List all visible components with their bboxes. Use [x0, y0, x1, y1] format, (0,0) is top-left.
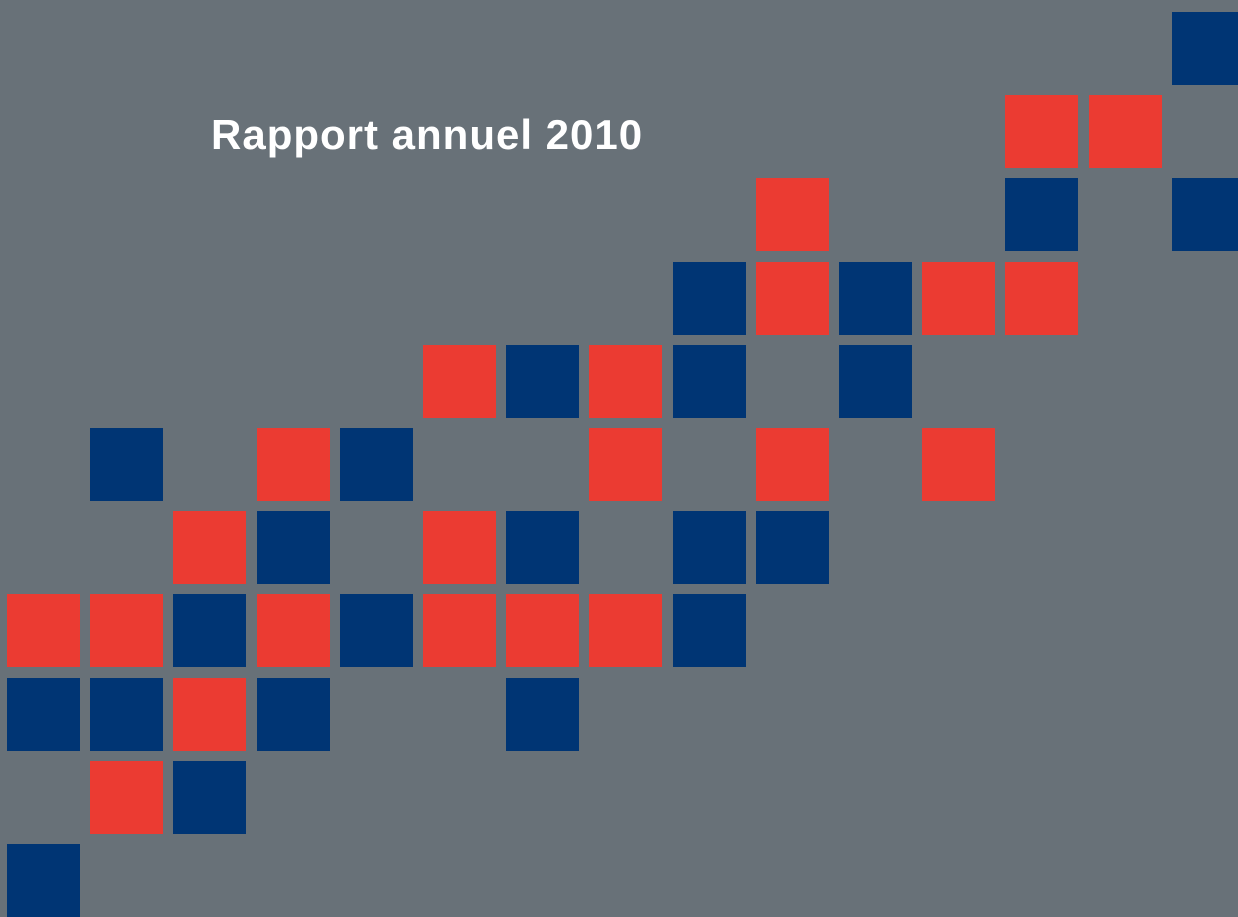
blue-square	[673, 262, 746, 335]
blue-square	[839, 345, 912, 418]
red-square	[7, 594, 80, 667]
red-square	[257, 428, 330, 501]
red-square	[756, 262, 829, 335]
red-square	[423, 345, 496, 418]
red-square	[756, 428, 829, 501]
red-square	[173, 511, 246, 584]
blue-square	[756, 511, 829, 584]
report-title: Rapport annuel 2010	[211, 111, 644, 158]
blue-square	[839, 262, 912, 335]
blue-square	[90, 428, 163, 501]
red-square	[173, 678, 246, 751]
blue-square	[673, 594, 746, 667]
blue-square	[506, 678, 579, 751]
red-square	[922, 428, 995, 501]
blue-square	[1172, 178, 1238, 251]
blue-square	[506, 511, 579, 584]
blue-square	[1172, 12, 1238, 85]
red-square	[756, 178, 829, 251]
blue-square	[7, 844, 80, 917]
blue-square	[340, 428, 413, 501]
blue-square	[257, 678, 330, 751]
red-square	[589, 428, 662, 501]
red-square	[922, 262, 995, 335]
blue-square	[173, 761, 246, 834]
blue-square	[673, 345, 746, 418]
red-square	[1005, 262, 1078, 335]
blue-square	[7, 678, 80, 751]
blue-square	[340, 594, 413, 667]
red-square	[423, 594, 496, 667]
red-square	[257, 594, 330, 667]
blue-square	[1005, 178, 1078, 251]
red-square	[1005, 95, 1078, 168]
blue-square	[506, 345, 579, 418]
red-square	[589, 594, 662, 667]
blue-square	[257, 511, 330, 584]
red-square	[423, 511, 496, 584]
blue-square	[673, 511, 746, 584]
red-square	[506, 594, 579, 667]
red-square	[90, 594, 163, 667]
red-square	[1089, 95, 1162, 168]
red-square	[90, 761, 163, 834]
blue-square	[90, 678, 163, 751]
blue-square	[173, 594, 246, 667]
red-square	[589, 345, 662, 418]
